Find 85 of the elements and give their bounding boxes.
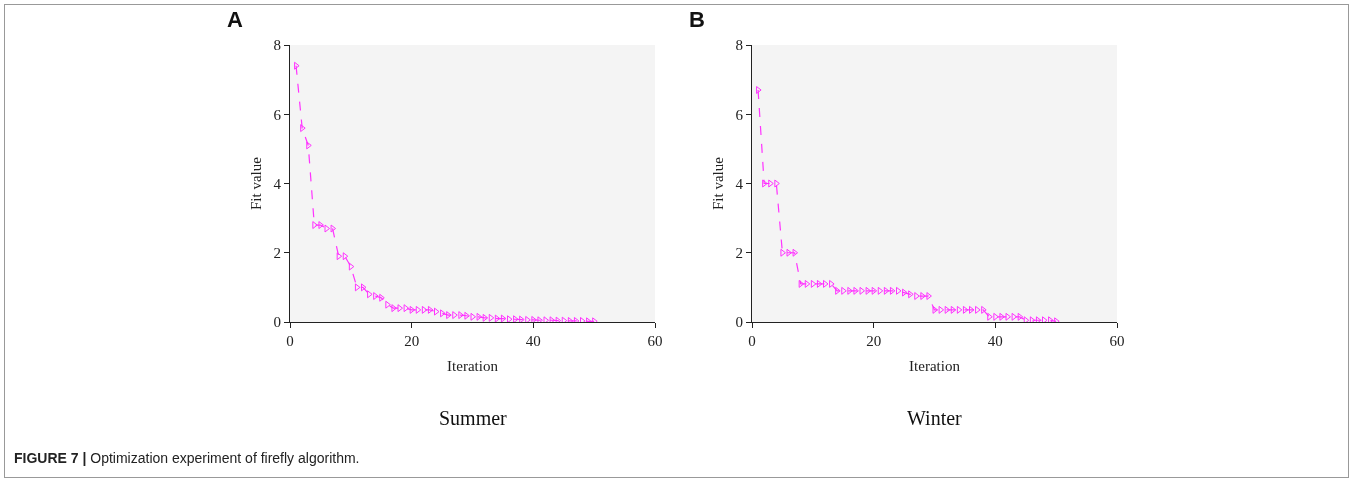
- point: [409, 305, 416, 314]
- y-tick-label: 6: [273, 106, 282, 123]
- point: [962, 305, 969, 314]
- text: Winter: [907, 407, 963, 429]
- point: [1029, 316, 1036, 322]
- x-axis-title: Iteration: [909, 358, 961, 374]
- point: [354, 283, 361, 292]
- point: [488, 313, 495, 322]
- point: [592, 317, 598, 322]
- x-tick-label: 40: [987, 333, 1003, 349]
- y-tick-label: 2: [273, 245, 281, 261]
- point: [427, 305, 434, 314]
- point: [938, 305, 945, 314]
- point: [810, 279, 817, 288]
- point: [1017, 312, 1024, 321]
- x-tick-label: 60: [1109, 333, 1125, 349]
- point: [871, 286, 878, 295]
- point: [1048, 316, 1054, 322]
- point: [476, 312, 483, 321]
- point: [342, 252, 349, 261]
- point: [944, 305, 951, 314]
- y-tick-label: 0: [735, 314, 743, 331]
- y-tick-label: 8: [273, 37, 281, 54]
- y-axis-title: Fit value: [709, 156, 726, 210]
- point: [513, 315, 519, 322]
- x-tick-label: 20: [866, 333, 882, 349]
- point: [792, 248, 799, 257]
- x-tick-label: 60: [647, 333, 663, 349]
- point: [950, 305, 957, 314]
- point: [816, 279, 823, 288]
- y-tick-label: 0: [273, 314, 281, 331]
- point: [531, 315, 537, 322]
- point: [519, 315, 525, 322]
- point: [883, 286, 890, 295]
- point: [798, 279, 805, 288]
- x-axis-title: Iteration: [447, 358, 499, 374]
- point: [500, 314, 507, 322]
- point: [348, 262, 355, 271]
- point: [555, 316, 562, 322]
- point: [525, 315, 531, 322]
- y-tick-label: 4: [735, 175, 744, 192]
- point: [561, 316, 568, 322]
- point: [415, 305, 422, 314]
- x-tick-label: 40: [525, 333, 541, 349]
- point: [804, 279, 811, 288]
- point: [914, 292, 920, 300]
- y-tick-label: 8: [735, 37, 743, 54]
- point: [956, 305, 963, 314]
- point: [1042, 316, 1048, 322]
- point: [877, 286, 884, 295]
- point: [926, 292, 932, 300]
- point: [920, 292, 926, 300]
- point: [494, 314, 501, 322]
- chart-title: A: [227, 7, 243, 32]
- point: [580, 317, 586, 322]
- point: [336, 252, 343, 261]
- point: [537, 316, 543, 322]
- point: [403, 304, 410, 313]
- point: [865, 286, 872, 295]
- point: [1011, 312, 1018, 321]
- point: [543, 316, 549, 322]
- point: [586, 317, 592, 322]
- point: [549, 316, 556, 322]
- point: [1023, 316, 1030, 322]
- point: [373, 292, 379, 300]
- point: [1035, 316, 1042, 322]
- x-tick-label: 0: [748, 333, 756, 349]
- text: Summer: [439, 407, 508, 429]
- y-tick-label: 6: [735, 106, 744, 123]
- caption: FIGURE 7 | Optimization experiment of firefly algorithm.: [14, 450, 360, 466]
- point: [756, 86, 762, 94]
- point: [421, 305, 428, 314]
- point: [330, 224, 337, 233]
- y-tick-label: 2: [735, 245, 743, 261]
- x-tick-label: 0: [286, 333, 294, 349]
- y-tick-label: 4: [273, 175, 282, 192]
- point: [1054, 317, 1060, 322]
- point: [573, 317, 580, 322]
- point: [567, 317, 574, 322]
- point: [889, 286, 896, 295]
- chart-title: B: [689, 7, 705, 32]
- point: [507, 315, 513, 322]
- point: [482, 313, 489, 322]
- y-axis-title: Fit value: [247, 156, 264, 210]
- x-tick-label: 20: [404, 333, 420, 349]
